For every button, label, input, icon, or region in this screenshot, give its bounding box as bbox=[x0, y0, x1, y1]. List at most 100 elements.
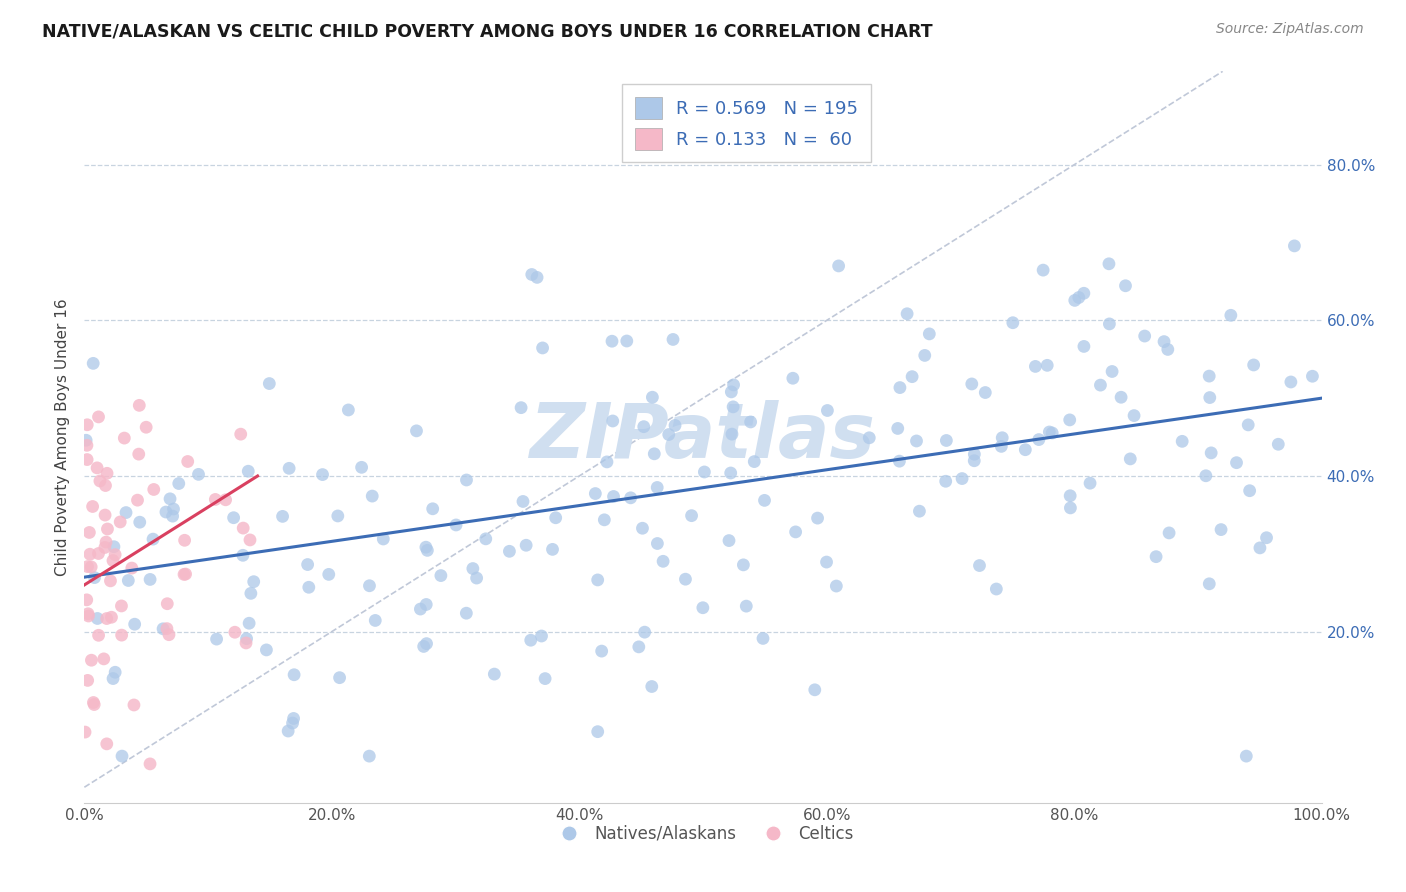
Point bbox=[858, 431, 880, 445]
Point bbox=[1073, 339, 1095, 353]
Point bbox=[935, 475, 957, 489]
Point bbox=[1059, 500, 1081, 515]
Point bbox=[128, 515, 150, 529]
Point bbox=[83, 698, 105, 712]
Point bbox=[1249, 541, 1271, 555]
Point bbox=[77, 609, 100, 624]
Point bbox=[602, 490, 624, 504]
Point bbox=[222, 510, 245, 524]
Point bbox=[173, 567, 195, 582]
Point bbox=[969, 558, 991, 573]
Point bbox=[785, 524, 807, 539]
Point bbox=[634, 625, 657, 640]
Point bbox=[167, 476, 190, 491]
Point bbox=[1028, 433, 1050, 447]
Point bbox=[103, 540, 125, 554]
Point bbox=[1067, 291, 1090, 305]
Point bbox=[461, 561, 484, 575]
Point bbox=[1284, 239, 1306, 253]
Point bbox=[204, 492, 226, 507]
Point bbox=[918, 326, 941, 341]
Point bbox=[752, 632, 775, 646]
Point bbox=[205, 632, 228, 646]
Point bbox=[127, 493, 149, 508]
Point bbox=[87, 409, 110, 424]
Point bbox=[110, 599, 132, 613]
Point bbox=[692, 600, 714, 615]
Point bbox=[806, 511, 828, 525]
Text: ZIPatlas: ZIPatlas bbox=[530, 401, 876, 474]
Point bbox=[534, 672, 557, 686]
Point bbox=[1032, 263, 1054, 277]
Point bbox=[1063, 293, 1085, 308]
Point bbox=[415, 540, 437, 554]
Point bbox=[128, 398, 150, 412]
Point bbox=[283, 667, 305, 681]
Point bbox=[1219, 308, 1241, 322]
Point bbox=[1199, 446, 1222, 460]
Point bbox=[139, 573, 162, 587]
Point bbox=[963, 447, 986, 461]
Point bbox=[658, 427, 681, 442]
Point bbox=[412, 640, 434, 654]
Point bbox=[474, 532, 496, 546]
Point bbox=[122, 698, 145, 712]
Point bbox=[1001, 316, 1024, 330]
Point bbox=[117, 574, 139, 588]
Point bbox=[510, 401, 533, 415]
Point bbox=[73, 725, 96, 739]
Point bbox=[359, 749, 381, 764]
Text: Source: ZipAtlas.com: Source: ZipAtlas.com bbox=[1216, 22, 1364, 37]
Point bbox=[94, 478, 117, 492]
Point bbox=[1243, 358, 1265, 372]
Point bbox=[1239, 483, 1261, 498]
Point bbox=[498, 544, 520, 558]
Point bbox=[602, 414, 624, 428]
Point bbox=[239, 586, 262, 600]
Point bbox=[157, 628, 180, 642]
Point bbox=[359, 579, 381, 593]
Point bbox=[530, 629, 553, 643]
Point bbox=[100, 574, 122, 588]
Point bbox=[1114, 278, 1136, 293]
Point bbox=[586, 724, 609, 739]
Point bbox=[128, 447, 150, 461]
Point bbox=[111, 749, 134, 764]
Point bbox=[643, 447, 665, 461]
Point bbox=[224, 625, 246, 640]
Point bbox=[239, 533, 262, 547]
Point bbox=[238, 616, 260, 631]
Point bbox=[519, 633, 541, 648]
Point bbox=[430, 568, 453, 582]
Point bbox=[162, 502, 184, 516]
Point bbox=[950, 472, 973, 486]
Point bbox=[600, 334, 623, 349]
Point bbox=[960, 376, 983, 391]
Point bbox=[641, 680, 664, 694]
Legend: Natives/Alaskans, Celtics: Natives/Alaskans, Celtics bbox=[546, 818, 860, 849]
Point bbox=[827, 259, 849, 273]
Point bbox=[1301, 369, 1323, 384]
Point bbox=[281, 716, 304, 731]
Point bbox=[152, 622, 174, 636]
Point bbox=[908, 504, 931, 518]
Point bbox=[108, 515, 131, 529]
Point bbox=[1144, 549, 1167, 564]
Point bbox=[139, 756, 162, 771]
Point bbox=[104, 548, 127, 562]
Point bbox=[364, 614, 387, 628]
Point bbox=[115, 506, 138, 520]
Point bbox=[96, 611, 118, 625]
Point bbox=[187, 467, 209, 482]
Point bbox=[337, 403, 360, 417]
Point bbox=[526, 270, 548, 285]
Point bbox=[515, 538, 537, 552]
Point bbox=[142, 532, 165, 546]
Point bbox=[935, 434, 957, 448]
Point bbox=[1038, 425, 1060, 439]
Y-axis label: Child Poverty Among Boys Under 16: Child Poverty Among Boys Under 16 bbox=[55, 298, 70, 576]
Point bbox=[104, 665, 127, 680]
Point bbox=[1237, 417, 1260, 432]
Point bbox=[101, 672, 124, 686]
Point bbox=[1198, 369, 1220, 384]
